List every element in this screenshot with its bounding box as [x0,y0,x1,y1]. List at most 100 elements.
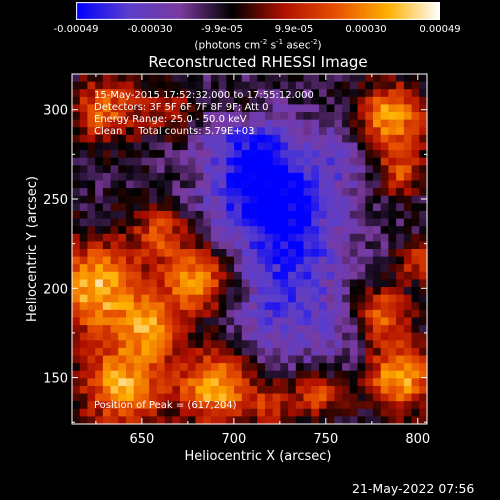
heatmap-cell [110,363,119,372]
heatmap-cell [102,180,112,189]
heatmap-cell [172,74,181,83]
heatmap-cell [272,309,281,319]
heatmap-cell [210,279,220,288]
heatmap-cell [249,188,258,197]
heatmap-cell [311,96,320,106]
colorbar-tick-label: 0.00030 [345,24,387,35]
heatmap-cell [172,309,181,319]
heatmap-cell [203,401,212,410]
heatmap-cell [334,74,343,83]
heatmap-cell [133,150,143,159]
heatmap-cell [241,210,251,220]
heatmap-cell [334,96,343,106]
heatmap-cell [79,127,89,136]
heatmap-cell [110,150,119,159]
heatmap-cell [249,226,258,235]
heatmap-cell [365,408,374,417]
heatmap-cell [303,157,312,166]
heatmap-cell [357,188,366,197]
heatmap-cell [411,233,420,242]
heatmap-cell [241,325,251,334]
heatmap-cell [110,279,119,288]
heatmap-cell [226,119,235,128]
heatmap-cell [249,294,258,303]
heatmap-cell [118,112,127,121]
heatmap-cell [357,408,366,417]
heatmap-cell [380,150,390,159]
heatmap-cell [210,385,220,395]
heatmap-cell [241,180,251,189]
heatmap-cell [349,317,359,326]
heatmap-cell [133,355,143,364]
heatmap-cell [203,96,212,106]
heatmap-cell [79,233,89,242]
heatmap-cell [226,256,235,265]
heatmap-cell [288,104,297,113]
heatmap-cell [102,294,112,303]
heatmap-cell [311,127,320,136]
heatmap-cell [118,347,127,357]
heatmap-cell [95,325,104,334]
heatmap-cell [342,195,351,204]
heatmap-cell [95,279,104,288]
heatmap-cell [156,294,166,303]
heatmap-cell [326,104,335,113]
heatmap-cell [419,218,428,227]
heatmap-cell [102,271,112,281]
heatmap-cell [411,264,420,273]
heatmap-cell [72,210,81,220]
heatmap-cell [126,302,135,311]
heatmap-cell [218,203,227,212]
heatmap-cell [365,378,374,387]
heatmap-cell [419,385,428,395]
heatmap-cell [396,287,405,296]
heatmap-cell [372,393,382,402]
heatmap-cell [280,309,289,319]
heatmap-cell [241,81,251,90]
heatmap-cell [218,233,227,242]
heatmap-cell [372,287,382,296]
heatmap-cell [372,370,382,379]
heatmap-cell [280,370,289,379]
heatmap-cell [156,249,166,258]
heatmap-cell [203,378,212,387]
heatmap-cell [226,249,235,258]
heatmap-cell [342,203,351,212]
heatmap-cell [72,378,81,387]
heatmap-cell [349,264,359,273]
heatmap-cell [303,218,312,227]
heatmap-cell [141,157,150,166]
heatmap-cell [349,355,359,364]
heatmap-cell [280,172,289,182]
heatmap-cell [396,378,405,387]
heatmap-cell [133,218,143,227]
heatmap-cell [357,393,366,402]
heatmap-cell [149,134,158,144]
heatmap-cell [241,89,251,98]
heatmap-cell [380,363,390,372]
heatmap-cell [241,134,251,144]
heatmap-cell [349,249,359,258]
heatmap-cell [102,378,112,387]
heatmap-cell [318,271,328,281]
heatmap-cell [318,302,328,311]
heatmap-cell [257,317,266,326]
heatmap-cell [403,325,413,334]
heatmap-cell [72,233,81,242]
heatmap-cell [349,347,359,357]
heatmap-cell [342,157,351,166]
heatmap-cell [149,188,158,197]
heatmap-cell [334,385,343,395]
heatmap-cell [195,332,204,341]
heatmap-cell [241,287,251,296]
heatmap-cell [380,393,390,402]
heatmap-cell [388,416,397,425]
heatmap-cell [226,347,235,357]
heatmap-cell [87,317,96,326]
heatmap-cell [288,112,297,121]
heatmap-cell [249,127,258,136]
heatmap-cell [280,279,289,288]
heatmap-cell [311,150,320,159]
heatmap-cell [102,218,112,227]
heatmap-cell [388,355,397,364]
